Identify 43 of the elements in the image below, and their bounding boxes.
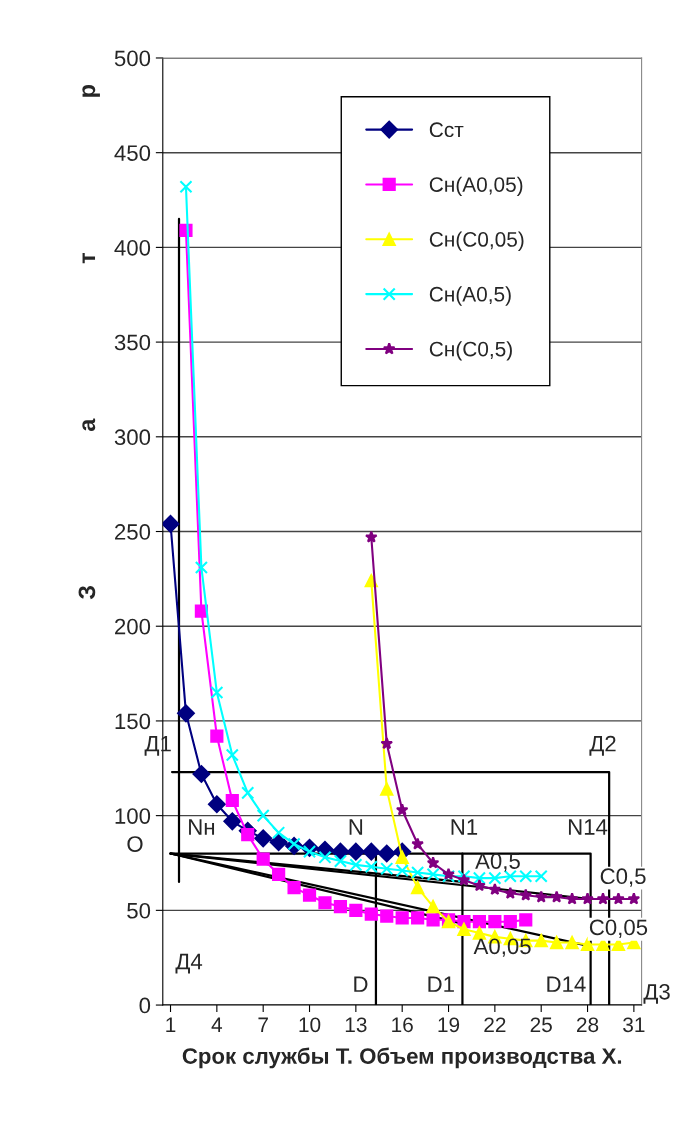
y-tick-label: 450	[114, 145, 151, 161]
annotation: D	[354, 976, 368, 992]
y-tick-label: 300	[114, 429, 151, 446]
annotation: N1	[451, 819, 478, 835]
legend-label: Сн(А0,5)	[429, 286, 511, 306]
annotation: Д4	[175, 953, 203, 974]
legend-label: Сн(С0,5)	[429, 341, 512, 361]
y-tick-label: 400	[114, 239, 151, 256]
annotation: D1	[428, 976, 454, 992]
x-tick-label: 4	[211, 1017, 223, 1032]
y-tick-label: 0	[139, 997, 151, 1014]
x-tick-label: 22	[484, 1017, 506, 1032]
x-tick-label: 7	[258, 1017, 268, 1032]
y-tick-label: 500	[114, 50, 151, 67]
y-tick-label: 350	[114, 334, 151, 351]
x-tick-label: 13	[345, 1017, 367, 1033]
y-tick-label: 250	[115, 524, 151, 540]
x-tick-label: 31	[623, 1017, 645, 1033]
annotation: Nн	[189, 819, 215, 835]
y-tick-label: 200	[115, 618, 151, 635]
legend-label: Сн(С0,05)	[429, 231, 524, 251]
annotation: D14	[547, 976, 586, 992]
y-tick-label: 50	[127, 902, 151, 919]
annotation: С0,05	[589, 919, 648, 938]
text: О	[127, 836, 143, 852]
annotation: А0,5	[475, 853, 520, 872]
annotation: Д2	[589, 735, 616, 756]
x-tick-label: 10	[299, 1017, 321, 1033]
x-tick-label: 19	[438, 1017, 460, 1033]
y-tick-label: 100	[115, 808, 151, 824]
annotation: N14	[568, 819, 608, 835]
legend-label: Сст	[429, 122, 464, 138]
text: Д3	[643, 983, 670, 1004]
x-tick-label: 16	[392, 1017, 413, 1033]
text: Затр	[78, 84, 100, 600]
x-axis-title: Срок службы Т. Объем производства Х.	[182, 1047, 622, 1069]
x-tick-label: 1	[166, 1017, 176, 1032]
x-tick-label: 25	[530, 1017, 552, 1033]
y-tick-label: 150	[115, 713, 151, 730]
x-tick-label: 28	[577, 1017, 599, 1033]
annotation: С0,5	[600, 868, 646, 887]
annotation: N	[349, 819, 363, 835]
legend-label: Сн(А0,05)	[429, 176, 523, 197]
